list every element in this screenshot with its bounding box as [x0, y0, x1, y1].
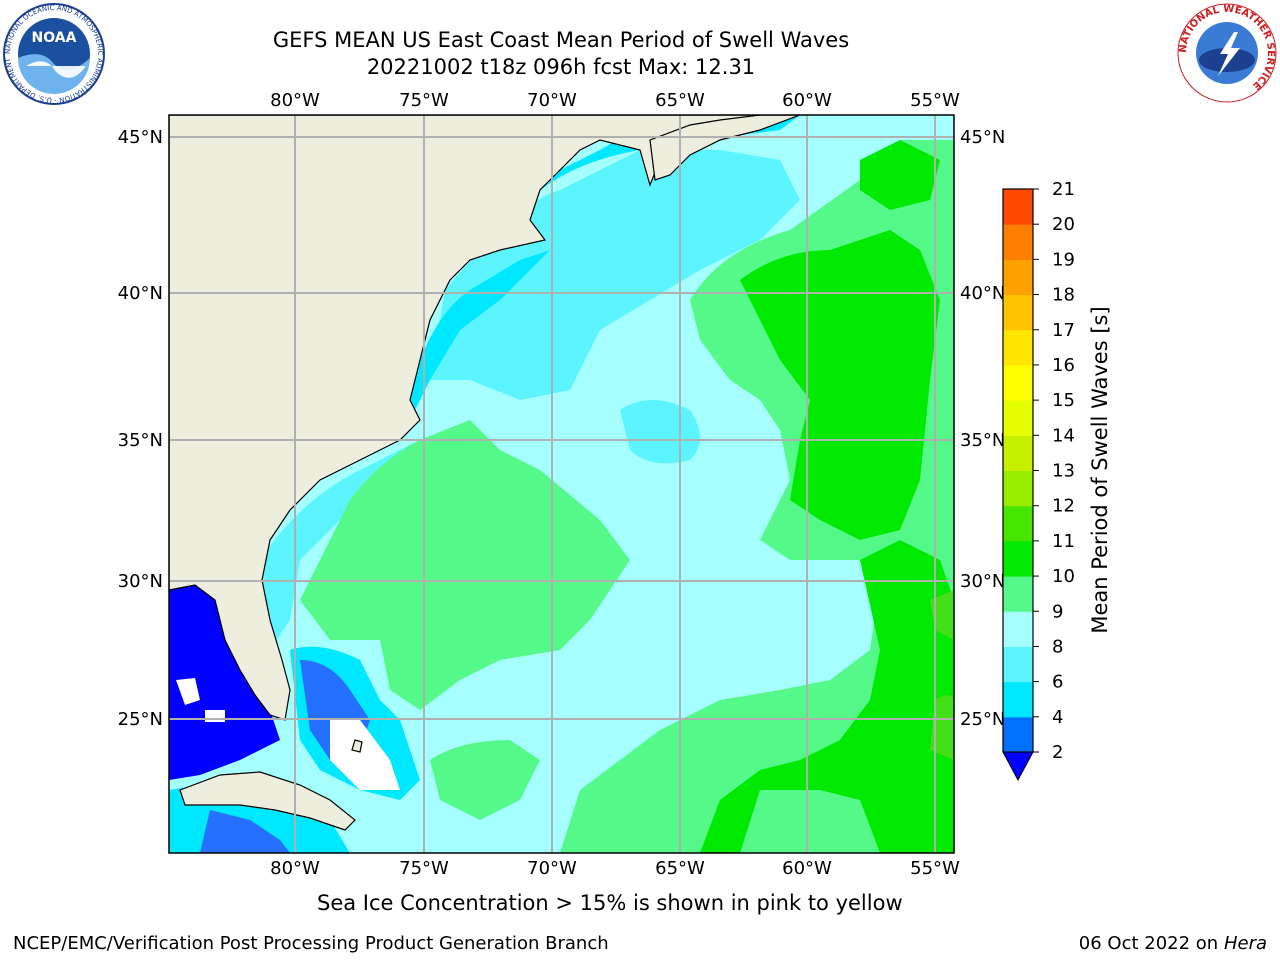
colorbar-band: [1003, 189, 1033, 225]
colorbar-tick-label: 6: [1052, 672, 1063, 693]
field-region: [740, 230, 940, 540]
lat-tick-label: 40°N: [960, 283, 1005, 304]
field-region: [430, 740, 540, 820]
colorbar-band: [1003, 224, 1033, 260]
field-region: [300, 420, 630, 710]
colorbar-tick-label: 11: [1052, 531, 1075, 552]
lon-tick-label: 70°W: [527, 90, 577, 111]
colorbar-tick-label: 21: [1052, 179, 1075, 200]
colorbar-band: [1003, 329, 1033, 366]
lon-tick-label: 60°W: [782, 858, 832, 879]
colorbar-band: [1003, 716, 1033, 753]
colorbar-tick-label: 4: [1052, 707, 1063, 728]
land-cuba: [179, 771, 356, 831]
lat-tick-label: 35°N: [960, 430, 1005, 451]
lat-tick-label: 25°N: [960, 709, 1005, 730]
lon-tick-label: 55°W: [910, 858, 960, 879]
lon-tick-label: 80°W: [270, 858, 320, 879]
colorbar-under-arrow: [1002, 751, 1034, 782]
noaa-text: NOAA: [32, 30, 77, 46]
land-nova-scotia: [649, 115, 801, 181]
colorbar-tick-label: 17: [1052, 320, 1075, 341]
lat-tick-label: 30°N: [960, 571, 1005, 592]
colorbar-tick-label: 18: [1052, 285, 1075, 306]
lat-tick-label: 45°N: [118, 127, 163, 148]
nws-logo: NATIONAL WEATHER SERVICE: [1177, 3, 1277, 103]
lon-tick-labels-bottom: 80°W 75°W 70°W 65°W 60°W 55°W: [270, 858, 960, 879]
lon-tick-label: 65°W: [655, 858, 705, 879]
land-bahamas: [351, 739, 363, 753]
colorbar-band: [1003, 576, 1033, 612]
colorbar-band: [1003, 646, 1033, 683]
lat-tick-label: 30°N: [118, 571, 163, 592]
noaa-logo: NATIONAL OCEANIC AND ATMOSPHERIC ADMINIS…: [2, 2, 105, 105]
lat-tick-label: 40°N: [118, 283, 163, 304]
lon-tick-label: 70°W: [527, 858, 577, 879]
credit-line: NCEP/EMC/Verification Post Processing Pr…: [13, 933, 609, 954]
sea-ice-note: Sea Ice Concentration > 15% is shown in …: [317, 891, 903, 915]
lon-tick-label: 75°W: [399, 90, 449, 111]
colorbar-band: [1003, 400, 1033, 436]
colorbar-tick-label: 15: [1052, 390, 1075, 411]
map-frame: [168, 114, 955, 854]
colorbar-tick-label: 10: [1052, 566, 1075, 587]
date-text: 06 Oct 2022 on: [1078, 933, 1224, 954]
colorbar-tick-label: 19: [1052, 249, 1075, 270]
colorbar-tick-label: 13: [1052, 461, 1075, 482]
chart-title: GEFS MEAN US East Coast Mean Period of S…: [272, 28, 850, 52]
field-region: [330, 720, 400, 790]
colorbar-tick-label: 9: [1052, 601, 1063, 622]
colorbar: 2 4 6 8 9 10 11 12 13 14 15 16 17 18 19 20 21: [1002, 179, 1075, 782]
lon-tick-label: 65°W: [655, 90, 705, 111]
lat-tick-labels-left: 45°N 40°N 35°N 30°N 25°N: [118, 127, 163, 730]
colorbar-band: [1003, 611, 1033, 647]
lon-tick-label: 75°W: [399, 858, 449, 879]
field-region: [700, 540, 954, 853]
colorbar-band: [1003, 259, 1033, 296]
colorbar-label: Mean Period of Swell Waves [s]: [1088, 306, 1112, 633]
field-region: [176, 678, 200, 705]
field-region: [205, 710, 225, 722]
gridlines: [169, 115, 954, 853]
field-region: [169, 580, 280, 780]
field-region: [420, 250, 550, 380]
colorbar-tick-label: 8: [1052, 636, 1063, 657]
field-region: [860, 140, 940, 210]
colorbar-tick-label: 20: [1052, 214, 1075, 235]
lon-tick-labels-top: 80°W 75°W 70°W 65°W 60°W 55°W: [270, 90, 960, 111]
field-region: [200, 810, 290, 853]
colorbar-tick-label: 2: [1052, 742, 1063, 763]
colorbar-band: [1003, 294, 1033, 331]
colorbar-tick-label: 16: [1052, 355, 1075, 376]
host-name: Hera: [1223, 933, 1267, 954]
lat-tick-label: 25°N: [118, 709, 163, 730]
lat-tick-label: 35°N: [118, 430, 163, 451]
lon-tick-label: 55°W: [910, 90, 960, 111]
date-line: 06 Oct 2022 on Hera: [1079, 933, 1267, 954]
land-mainland: [169, 115, 781, 721]
colorbar-tick-label: 12: [1052, 496, 1075, 517]
colorbar-band: [1003, 364, 1033, 401]
colorbar-band: [1003, 681, 1033, 718]
lon-tick-label: 60°W: [782, 90, 832, 111]
lat-tick-labels-right: 45°N 40°N 35°N 30°N 25°N: [960, 127, 1005, 730]
lon-tick-label: 80°W: [270, 90, 320, 111]
colorbar-band: [1003, 505, 1033, 542]
lat-tick-label: 45°N: [960, 127, 1005, 148]
chart-subtitle: 20221002 t18z 096h fcst Max: 12.31: [366, 55, 756, 79]
colorbar-band: [1003, 435, 1033, 471]
colorbar-band: [1003, 540, 1033, 577]
colorbar-tick-label: 14: [1052, 425, 1075, 446]
colorbar-band: [1003, 470, 1033, 507]
map-field: [169, 115, 954, 853]
